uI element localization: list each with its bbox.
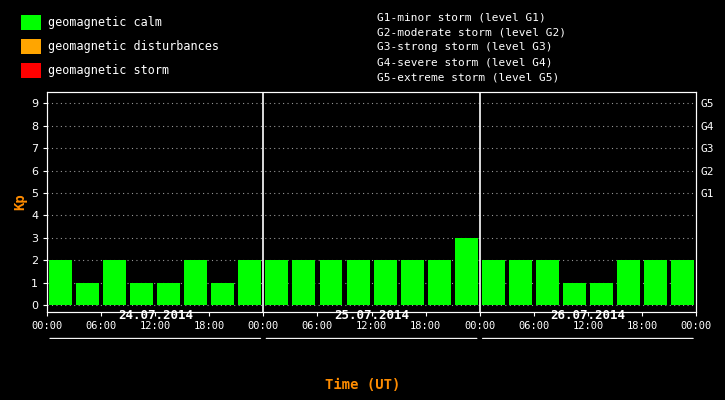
Bar xyxy=(617,260,640,305)
Bar xyxy=(22,63,41,78)
Bar xyxy=(481,260,505,305)
Y-axis label: Kp: Kp xyxy=(13,194,27,210)
Bar xyxy=(103,260,126,305)
Bar xyxy=(536,260,559,305)
Bar xyxy=(22,39,41,54)
Bar xyxy=(292,260,315,305)
Bar xyxy=(320,260,342,305)
Text: G5-extreme storm (level G5): G5-extreme storm (level G5) xyxy=(377,73,559,83)
Text: G1-minor storm (level G1): G1-minor storm (level G1) xyxy=(377,12,545,22)
Text: G4-severe storm (level G4): G4-severe storm (level G4) xyxy=(377,58,552,68)
Text: G2-moderate storm (level G2): G2-moderate storm (level G2) xyxy=(377,27,566,37)
Bar xyxy=(265,260,289,305)
Text: 25.07.2014: 25.07.2014 xyxy=(334,308,409,322)
Bar xyxy=(644,260,667,305)
Bar xyxy=(590,283,613,305)
Bar xyxy=(509,260,531,305)
Text: geomagnetic storm: geomagnetic storm xyxy=(49,64,170,77)
Bar xyxy=(455,238,478,305)
Bar xyxy=(49,260,72,305)
Text: 26.07.2014: 26.07.2014 xyxy=(550,308,626,322)
Bar xyxy=(671,260,694,305)
Bar xyxy=(184,260,207,305)
Bar xyxy=(563,283,586,305)
Bar xyxy=(22,15,41,30)
Bar xyxy=(157,283,181,305)
Text: geomagnetic calm: geomagnetic calm xyxy=(49,16,162,29)
Bar xyxy=(373,260,397,305)
Bar xyxy=(76,283,99,305)
Text: Time (UT): Time (UT) xyxy=(325,378,400,392)
Bar xyxy=(239,260,262,305)
Text: 24.07.2014: 24.07.2014 xyxy=(117,308,193,322)
Bar xyxy=(130,283,153,305)
Text: G3-strong storm (level G3): G3-strong storm (level G3) xyxy=(377,42,552,52)
Bar xyxy=(347,260,370,305)
Bar xyxy=(401,260,423,305)
Bar xyxy=(212,283,234,305)
Bar xyxy=(428,260,451,305)
Text: geomagnetic disturbances: geomagnetic disturbances xyxy=(49,40,220,53)
